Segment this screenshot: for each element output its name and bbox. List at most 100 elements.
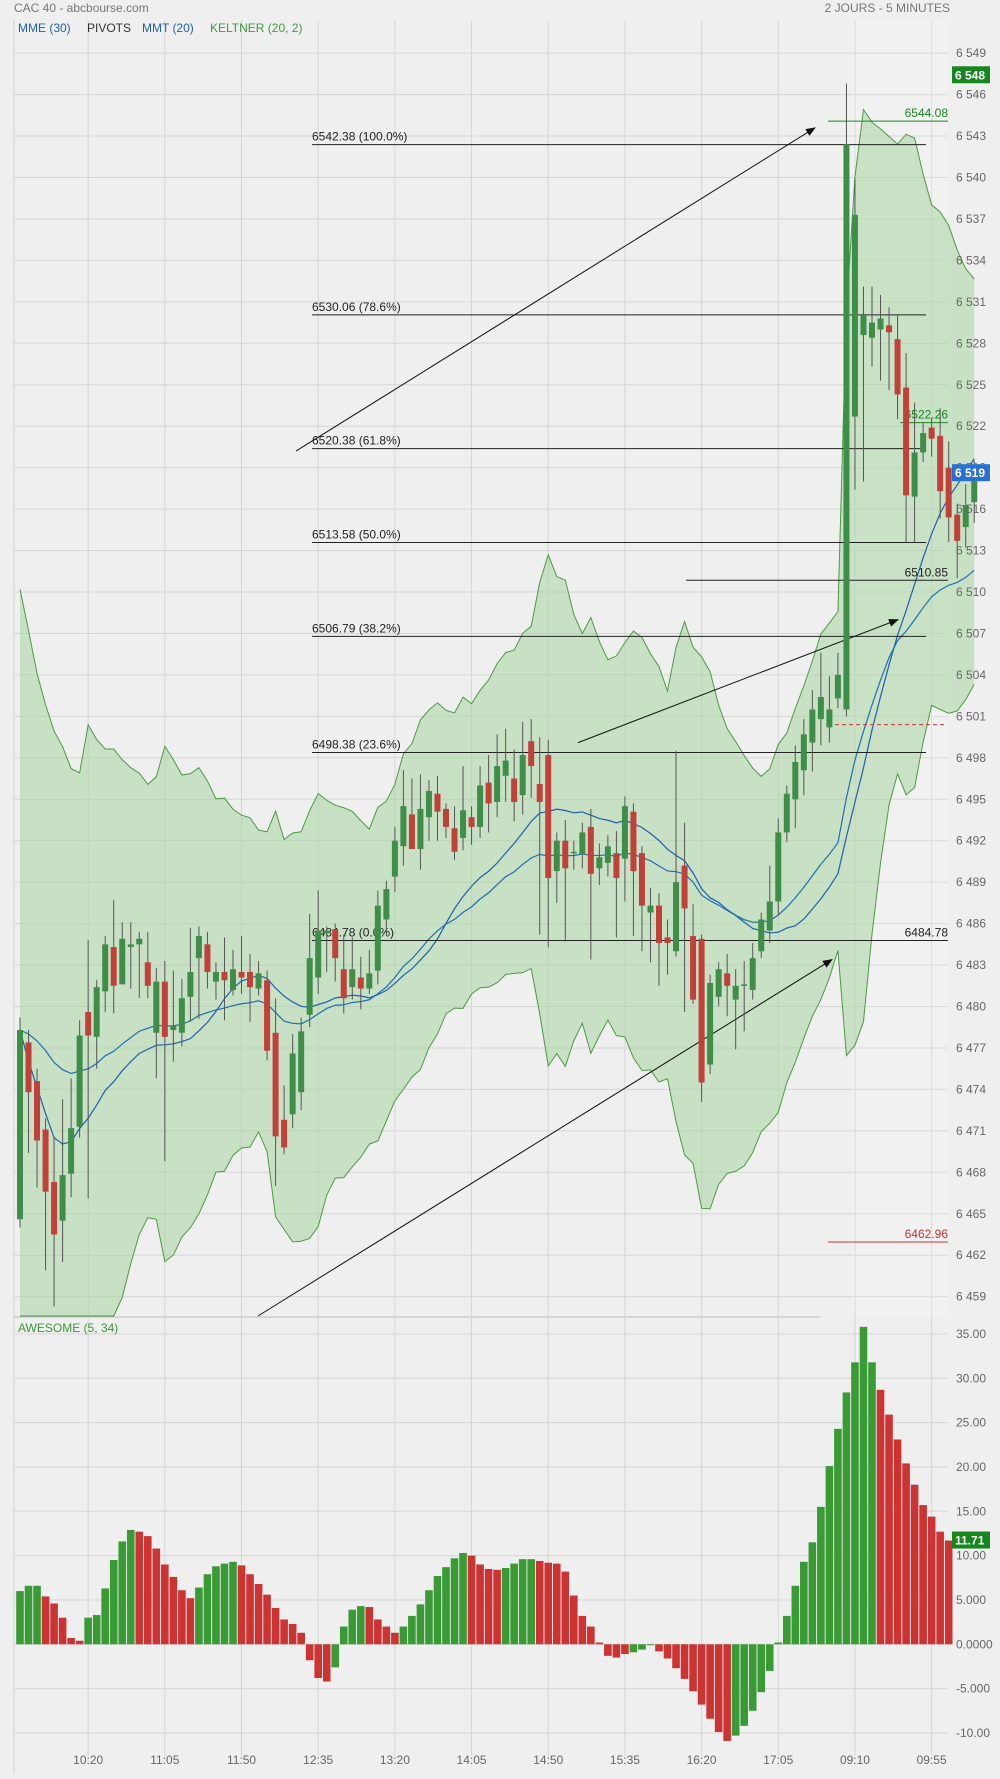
candle-layer (17, 83, 978, 1307)
oscillator-bar (433, 1576, 442, 1645)
oscillator-bar (723, 1644, 731, 1741)
x-tick-label: 12:35 (303, 1753, 333, 1767)
candle-body (494, 766, 501, 803)
candle-body (400, 806, 407, 847)
candle-body (528, 741, 535, 767)
oscillator-bar (774, 1642, 783, 1645)
candle-body (869, 322, 875, 338)
candle-body (110, 947, 117, 986)
candle-body (383, 889, 390, 920)
oscillator-bar (663, 1644, 672, 1659)
candle-body (545, 755, 552, 879)
oscillator-bar (152, 1548, 161, 1645)
oscillator-bar (374, 1619, 382, 1645)
oscillator-bar (740, 1644, 748, 1726)
y-tick-label: 6 483 (956, 958, 986, 972)
candle-body (238, 971, 245, 978)
osc-y-tick-label: 15.00 (956, 1504, 986, 1518)
y-tick-label: 6 540 (956, 171, 986, 185)
candle-body (775, 832, 782, 902)
candle-body (460, 810, 467, 838)
trend-arrow (257, 959, 833, 1317)
oscillator-value-badge: 11.71 (955, 1534, 985, 1548)
candle-body (519, 755, 526, 796)
oscillator-bar (927, 1516, 936, 1645)
osc-y-tick-label: 0.0000 (956, 1637, 993, 1651)
oscillator-bar (246, 1574, 254, 1645)
oscillator-bar (391, 1632, 399, 1645)
y-tick-label: 6 459 (956, 1290, 986, 1304)
candle-body (289, 1053, 296, 1115)
candle-body (76, 1035, 83, 1127)
candle-body (255, 973, 262, 989)
oscillator-bar (382, 1626, 391, 1645)
candle-body (920, 433, 927, 453)
y-tick-label: 6 513 (956, 544, 986, 558)
oscillator-bar (672, 1644, 680, 1669)
oscillator-bar (50, 1603, 58, 1645)
oscillator-bar (322, 1644, 331, 1682)
candle-body (357, 977, 364, 989)
legend-mme[interactable]: MME (30) (18, 21, 71, 35)
osc-y-tick-label: 35.00 (956, 1327, 986, 1341)
candle-body (903, 387, 910, 496)
oscillator-bar (527, 1559, 535, 1645)
candle-body (749, 958, 756, 990)
candle-body (766, 901, 773, 931)
candle-body (715, 969, 722, 997)
y-tick-label: 6 474 (956, 1082, 986, 1096)
oscillator-bar (305, 1644, 314, 1661)
oscillator-bar (748, 1644, 757, 1711)
high-price-badge-bg (952, 66, 990, 84)
candle-body (511, 778, 518, 803)
candle-body (340, 969, 347, 999)
candle-body (221, 971, 228, 981)
oscillator-bar (297, 1632, 305, 1645)
candle-body (127, 944, 134, 948)
osc-y-tick-label: 20.00 (956, 1460, 986, 1474)
oscillator-bar (800, 1561, 808, 1645)
x-tick-label: 15:35 (610, 1753, 640, 1767)
fib-label: 6506.79 (38.2%) (312, 621, 401, 635)
x-tick-label: 14:50 (533, 1753, 563, 1767)
candle-body (638, 853, 645, 906)
oscillator-bar (67, 1638, 75, 1645)
candle-body (298, 1031, 305, 1093)
candle-body (42, 1129, 49, 1192)
osc-y-tick-label: 25.00 (956, 1416, 986, 1430)
oscillator-bar (58, 1617, 67, 1645)
osc-y-tick-label: -10.00 (956, 1726, 990, 1740)
candle-body (17, 1029, 23, 1220)
candle-body (477, 785, 484, 827)
legend-pivots[interactable]: PIVOTS (87, 21, 131, 35)
candle-body (647, 905, 654, 913)
candle-body (374, 905, 381, 971)
oscillator-bar (425, 1590, 433, 1645)
candle-body (817, 697, 824, 720)
legend-keltner[interactable]: KELTNER (20, 2) (210, 21, 302, 35)
y-tick-label: 6 489 (956, 875, 986, 889)
candle-body (451, 828, 458, 852)
candle-body (809, 709, 816, 743)
oscillator-bar (621, 1644, 629, 1655)
oscillator-bar (288, 1623, 297, 1645)
y-tick-label: 6 528 (956, 336, 986, 350)
y-tick-label: 6 468 (956, 1165, 986, 1179)
oscillator-bar (689, 1644, 697, 1692)
legend-mmt[interactable]: MMT (20) (142, 21, 194, 35)
mmt-line (19, 458, 975, 1145)
oscillator-bar (169, 1576, 178, 1645)
x-tick-label: 11:05 (150, 1753, 179, 1767)
oscillator-bar (450, 1558, 459, 1645)
oscillator-bar (144, 1536, 152, 1645)
oscillator-bar (178, 1590, 186, 1645)
y-tick-label: 6 477 (956, 1041, 986, 1055)
x-tick-label: 09:10 (840, 1753, 870, 1767)
candle-body (323, 930, 330, 934)
oscillator-bar (271, 1607, 280, 1645)
oscillator-bar (518, 1559, 527, 1645)
candle-body (911, 452, 918, 497)
oscillator-bar (254, 1583, 263, 1645)
chart-title: CAC 40 - abcbourse.com (14, 1, 149, 15)
level-label: 6484.78 (905, 925, 949, 939)
